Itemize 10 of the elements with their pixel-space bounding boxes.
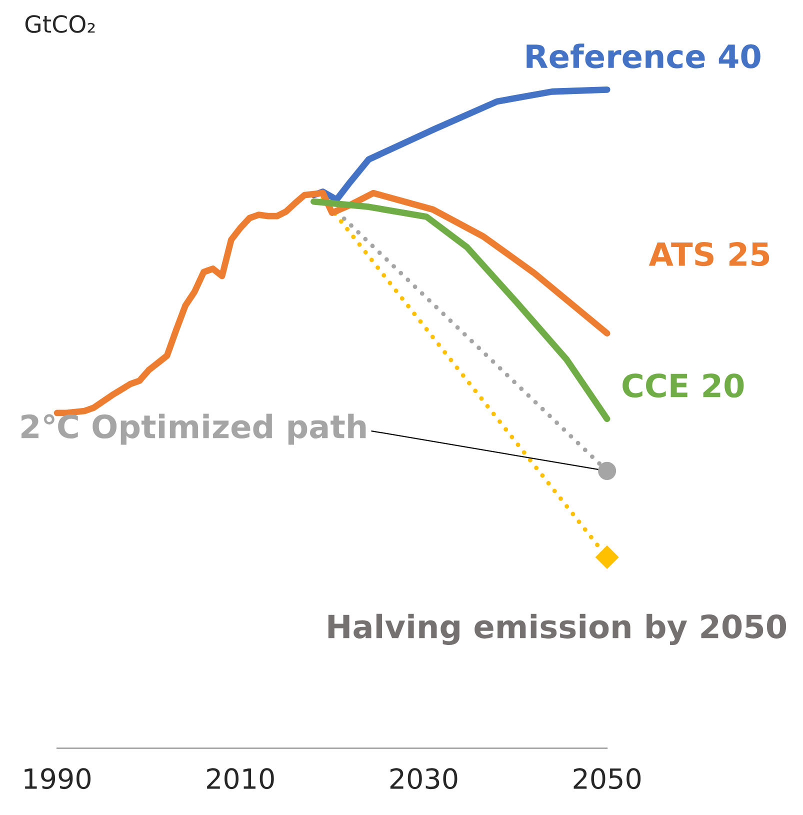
x-tick-label: 2030 [390,768,458,790]
series-label: Reference 40 [526,44,760,68]
x-tick-label: 1990 [24,768,91,790]
y-axis-title: GtCO₂ [25,15,95,33]
x-tick-label: 2050 [574,768,641,790]
annotation: 2℃ Optimized path [22,414,366,445]
annotation: Halving emission by 2050 [328,614,786,646]
x-tick-label: 2010 [207,768,274,790]
series-label: CCE 20 [622,373,744,398]
text: ATS 25 [648,242,770,266]
